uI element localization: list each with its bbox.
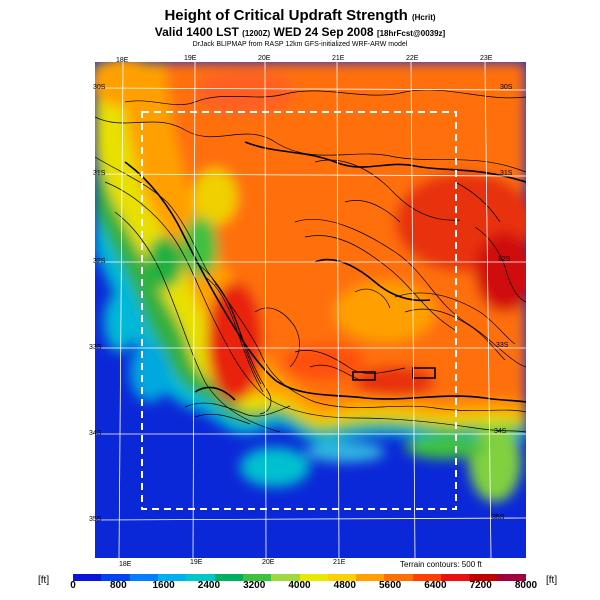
colorbar-swatch xyxy=(469,574,498,581)
colorbar-ticks: 0 800 1600 2400 3200 4000 4800 5600 6400 7200 8000 xyxy=(60,580,540,594)
forecast-map[interactable] xyxy=(95,62,526,558)
lon-label-top: 19E xyxy=(184,55,197,62)
colorbar xyxy=(73,574,526,581)
colorbar-tick-label: 2400 xyxy=(197,580,221,591)
lon-label-bottom: 18E xyxy=(119,561,132,568)
lon-label-top: 22E xyxy=(406,55,419,62)
colorbar-tick-label: 4800 xyxy=(333,580,356,591)
lon-label-top: 23E xyxy=(480,55,493,62)
terrain-contour-note: Terrain contours: 500 ft xyxy=(400,560,482,569)
terrain-contours xyxy=(95,89,526,433)
colorbar-swatch xyxy=(186,574,215,581)
colorbar-tick-label: 3200 xyxy=(243,580,266,591)
colorbar-swatch xyxy=(384,574,413,581)
lat-label-right: 31S xyxy=(500,170,513,177)
lon-label-bottom: 21E xyxy=(333,559,346,566)
colorbar-swatch xyxy=(214,574,243,581)
lon-label-top: 21E xyxy=(332,55,345,62)
colorbar-swatch xyxy=(271,574,300,581)
colorbar-swatch xyxy=(242,574,272,581)
colorbar-swatch xyxy=(441,574,470,581)
colorbar-swatch xyxy=(73,574,102,581)
lon-label-bottom: 19E xyxy=(190,559,203,566)
chart-title: Height of Critical Updraft Strength (Hcr… xyxy=(164,7,436,24)
colorbar-swatch xyxy=(157,574,187,581)
lat-label-left: 32S xyxy=(93,258,106,265)
lat-label-right: 30S xyxy=(500,84,513,91)
lon-label-bottom: 20E xyxy=(262,559,275,566)
colorbar-swatch xyxy=(327,574,357,581)
lat-label-left: 31S xyxy=(93,170,106,177)
colorbar-tick-label: 6400 xyxy=(424,580,447,591)
lat-label-right: 32S xyxy=(498,256,511,263)
inner-domain-box xyxy=(141,111,457,510)
lat-label-left: 35S xyxy=(89,516,102,523)
lat-label-left: 34S xyxy=(89,430,102,437)
colorbar-unit-right: [ft] xyxy=(546,575,558,586)
colorbar-swatch xyxy=(497,574,526,581)
lat-label-left: 30S xyxy=(93,84,106,91)
colorbar-tick-label: 8000 xyxy=(514,580,538,591)
colorbar-swatch xyxy=(412,574,442,581)
colorbar-swatch xyxy=(129,574,158,581)
major-contours xyxy=(124,141,526,403)
lat-lon-grid xyxy=(95,62,526,558)
lat-label-left: 33S xyxy=(89,344,102,351)
lat-label-right: 33S xyxy=(496,342,509,349)
colorbar-swatch xyxy=(299,574,328,581)
colorbar-tick-label: 1600 xyxy=(152,580,175,591)
colorbar-swatch xyxy=(101,574,130,581)
colorbar-tick-label: 0 xyxy=(70,580,76,591)
valid-time: Valid 1400 LST (1200Z) WED 24 Sep 2008 [… xyxy=(154,25,446,39)
lon-label-top: 18E xyxy=(116,57,129,64)
model-credit: DrJack BLIPMAP from RASP 12km GFS-initia… xyxy=(192,41,408,48)
colorbar-tick-label: 7200 xyxy=(469,580,492,591)
colorbar-unit-left: [ft] xyxy=(38,575,50,586)
colorbar-tick-label: 800 xyxy=(109,580,127,591)
colorbar-tick-label: 5600 xyxy=(378,580,402,591)
lat-label-right: 34S xyxy=(494,428,507,435)
colorbar-tick-label: 4000 xyxy=(288,580,311,591)
map-canvas xyxy=(95,62,526,558)
lon-label-top: 20E xyxy=(258,55,271,62)
lat-label-right: 35S xyxy=(492,514,505,521)
colorbar-swatch xyxy=(356,574,385,581)
